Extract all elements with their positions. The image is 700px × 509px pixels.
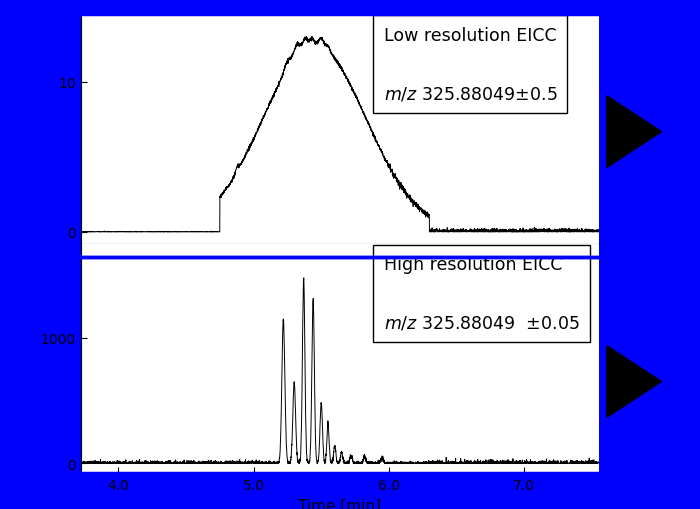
Text: High resolution EICC

$\it{m/z}$ 325.88049  ±0.05: High resolution EICC $\it{m/z}$ 325.8804… [384, 256, 579, 332]
Text: Low resolution EICC

$\it{m/z}$ 325.88049±0.5: Low resolution EICC $\it{m/z}$ 325.88049… [384, 26, 557, 103]
X-axis label: Time [min]: Time [min] [298, 498, 381, 509]
